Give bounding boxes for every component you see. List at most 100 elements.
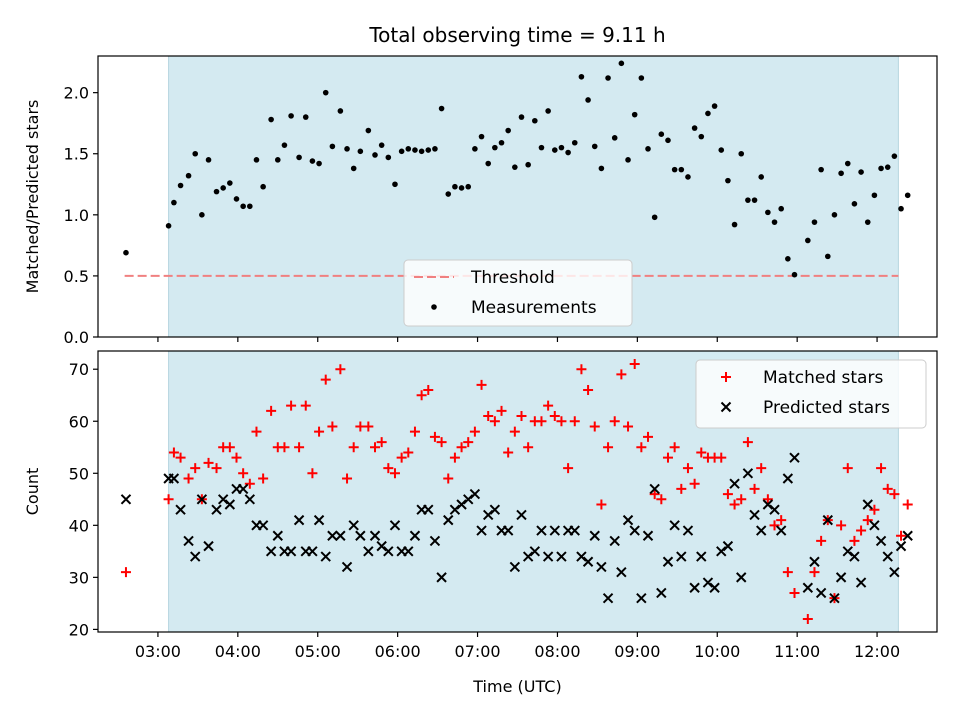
- data-point: [623, 421, 634, 432]
- data-point: [556, 416, 567, 427]
- data-point: [782, 567, 793, 578]
- chart-title: Total observing time = 9.11 h: [368, 23, 665, 47]
- data-point: [370, 442, 381, 453]
- data-point: [199, 212, 205, 218]
- data-point: [525, 161, 531, 168]
- x-tick-label: 05:00: [295, 642, 341, 661]
- data-point: [203, 540, 214, 552]
- data-point: [835, 572, 847, 583]
- data-point: [756, 525, 767, 536]
- y-tick-label: 30: [69, 568, 89, 587]
- data-point: [716, 452, 727, 463]
- data-point: [436, 437, 447, 448]
- data-point: [385, 154, 392, 161]
- data-point: [489, 504, 501, 515]
- data-point: [729, 478, 740, 489]
- data-point: [168, 447, 179, 458]
- data-point: [811, 219, 818, 225]
- data-point: [565, 149, 571, 156]
- data-point: [745, 197, 751, 203]
- data-point: [190, 463, 201, 474]
- data-point: [363, 546, 374, 557]
- data-point: [738, 150, 745, 157]
- data-point: [569, 525, 580, 536]
- data-point: [722, 489, 733, 500]
- data-point: [869, 504, 880, 515]
- data-point: [205, 157, 212, 163]
- data-point: [782, 473, 794, 484]
- data-point: [769, 504, 780, 515]
- data-point: [529, 546, 541, 557]
- data-point: [749, 483, 760, 494]
- data-point: [862, 499, 873, 510]
- data-point: [776, 515, 787, 526]
- data-point: [691, 125, 698, 131]
- y-tick-label: 1.0: [64, 206, 89, 225]
- data-point: [711, 103, 718, 109]
- data-point: [396, 452, 407, 463]
- y-tick-label: 2.0: [64, 84, 89, 103]
- data-point: [822, 514, 834, 526]
- data-point: [383, 463, 394, 474]
- legend-box: [695, 359, 927, 429]
- data-point: [220, 185, 226, 191]
- data-point: [576, 551, 587, 562]
- data-point: [882, 551, 893, 562]
- data-point: [376, 437, 387, 448]
- data-point: [649, 489, 660, 500]
- data-point: [736, 572, 747, 583]
- data-point: [355, 530, 366, 541]
- data-point: [643, 431, 654, 442]
- data-point: [418, 148, 425, 155]
- data-point: [596, 499, 607, 510]
- data-point: [889, 489, 900, 500]
- x-tick-label: 07:00: [454, 642, 500, 661]
- data-point: [485, 160, 492, 167]
- data-point: [622, 514, 634, 526]
- data-point: [665, 137, 671, 144]
- data-point: [217, 494, 229, 505]
- data-point: [260, 183, 266, 190]
- data-point: [896, 530, 907, 541]
- data-point: [549, 411, 560, 422]
- legend-label: Matched stars: [763, 368, 883, 388]
- data-point: [168, 473, 180, 484]
- data-point: [895, 540, 907, 552]
- data-point: [762, 499, 774, 510]
- data-point: [802, 613, 813, 624]
- data-point: [266, 405, 277, 416]
- y-tick-label: 70: [69, 360, 89, 379]
- x-tick-label: 03:00: [135, 642, 181, 661]
- legend-label: Threshold: [470, 268, 555, 288]
- data-point: [322, 89, 329, 96]
- data-point: [765, 209, 771, 216]
- data-point: [357, 148, 364, 155]
- data-point: [609, 416, 620, 427]
- data-point: [736, 494, 747, 505]
- data-point: [816, 535, 827, 546]
- data-point: [365, 127, 372, 134]
- data-point: [705, 110, 711, 117]
- data-point: [443, 473, 454, 484]
- y-tick-label: 40: [69, 516, 89, 535]
- data-point: [274, 157, 281, 163]
- data-point: [231, 452, 242, 463]
- data-point: [851, 201, 858, 207]
- data-point: [882, 483, 893, 494]
- data-point: [676, 551, 687, 562]
- data-point: [709, 582, 720, 593]
- data-point: [505, 127, 511, 134]
- data-point: [805, 237, 811, 244]
- data-point: [605, 75, 611, 81]
- data-point: [123, 249, 129, 256]
- data-point: [369, 530, 381, 541]
- data-point: [904, 192, 911, 199]
- data-point: [344, 146, 350, 152]
- data-point: [320, 551, 331, 562]
- data-point: [120, 567, 131, 578]
- data-point: [656, 494, 667, 505]
- data-point: [183, 535, 194, 547]
- data-point: [120, 494, 132, 505]
- data-point: [844, 160, 851, 167]
